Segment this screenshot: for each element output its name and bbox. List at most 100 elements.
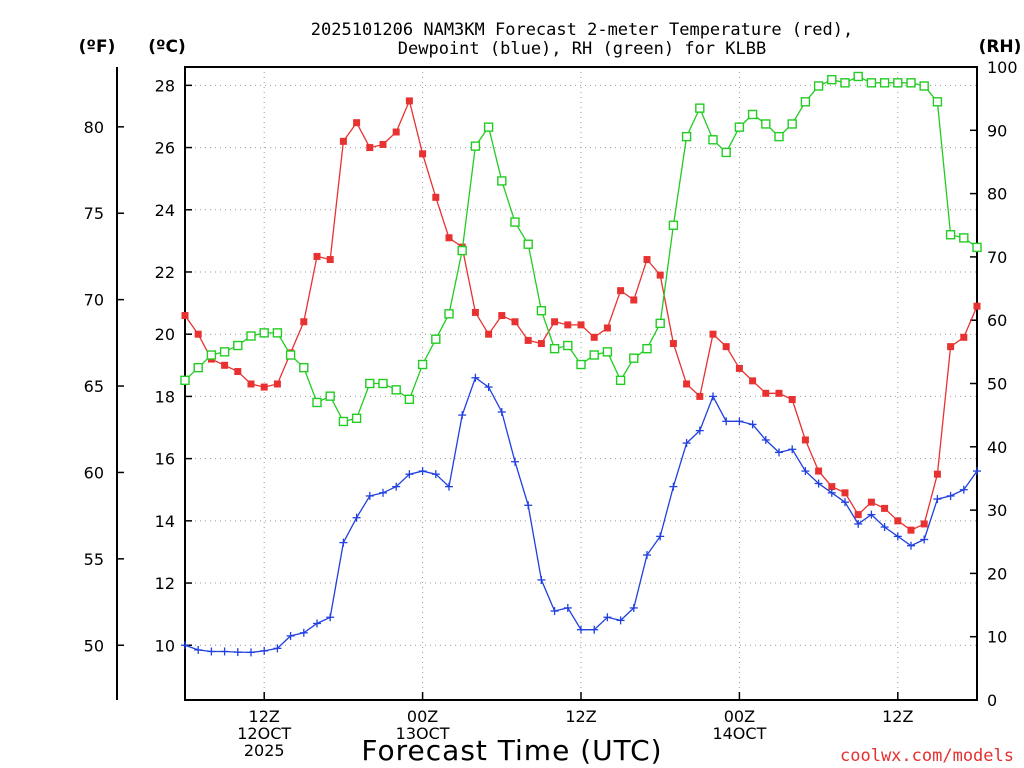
rh-point bbox=[576, 359, 586, 370]
temperature-point bbox=[947, 343, 955, 351]
dewpoint-point bbox=[801, 467, 810, 476]
rh-point bbox=[787, 119, 797, 129]
rh-point bbox=[299, 362, 309, 373]
data-series bbox=[180, 71, 982, 657]
rh-point bbox=[800, 97, 811, 107]
temperature-point bbox=[603, 324, 611, 332]
rh-point bbox=[906, 78, 916, 88]
rh-point bbox=[932, 97, 943, 107]
dewpoint-point bbox=[933, 495, 942, 504]
rh-point bbox=[365, 378, 375, 389]
fahrenheit-tick-label: 60 bbox=[84, 463, 104, 482]
temperature-point bbox=[762, 389, 770, 397]
temperature-point bbox=[353, 119, 361, 127]
rh-point bbox=[813, 81, 824, 91]
dewpoint-point bbox=[352, 513, 361, 522]
dewpoint-point bbox=[458, 411, 467, 420]
x-tick-label: 00Z bbox=[724, 707, 755, 726]
temperature-point bbox=[313, 252, 321, 260]
temperature-point bbox=[366, 144, 374, 152]
rh-point bbox=[378, 378, 388, 389]
rh-tick-label: 0 bbox=[987, 691, 997, 710]
dewpoint-point bbox=[788, 445, 797, 454]
celsius-tick-label: 12 bbox=[155, 574, 175, 593]
rh-point bbox=[853, 71, 863, 82]
rh-point bbox=[285, 350, 296, 360]
fahrenheit-tick-label: 55 bbox=[84, 550, 104, 569]
temperature-point bbox=[841, 489, 849, 497]
dewpoint-point bbox=[616, 616, 625, 625]
dewpoint-point bbox=[880, 523, 889, 532]
temperature-point bbox=[181, 312, 189, 320]
rh-point bbox=[193, 362, 203, 373]
dewpoint-point bbox=[339, 538, 348, 547]
temperature-point bbox=[709, 330, 717, 338]
rh-tick-label: 50 bbox=[987, 375, 1007, 394]
fahrenheit-tick-label: 80 bbox=[84, 118, 104, 137]
rh-point bbox=[219, 347, 230, 357]
rh-point bbox=[615, 375, 626, 386]
temperature-point bbox=[471, 308, 479, 316]
dewpoint-point bbox=[973, 467, 981, 476]
temperature-point bbox=[907, 526, 915, 534]
rh-tick-label: 70 bbox=[987, 248, 1007, 267]
dewpoint-point bbox=[761, 435, 770, 444]
rh-point bbox=[483, 122, 494, 132]
temperature-point bbox=[339, 137, 347, 145]
dewpoint-point bbox=[629, 603, 638, 612]
temperature-point bbox=[630, 296, 638, 304]
x-tick-label: 12Z bbox=[882, 707, 913, 726]
rh-point bbox=[549, 343, 560, 354]
temperature-point bbox=[960, 333, 968, 341]
temperature-point bbox=[419, 150, 427, 158]
dewpoint-point bbox=[854, 519, 863, 528]
celsius-tick-label: 20 bbox=[155, 325, 175, 344]
rh-point bbox=[246, 331, 256, 341]
dewpoint-point bbox=[603, 613, 612, 622]
temperature-point bbox=[788, 396, 796, 404]
dewpoint-point bbox=[445, 482, 453, 491]
temperature-point bbox=[379, 140, 387, 148]
rh-point bbox=[919, 81, 929, 91]
dewpoint-point bbox=[735, 417, 744, 426]
dewpoint-point bbox=[893, 532, 902, 541]
temperature-point bbox=[537, 340, 545, 348]
fahrenheit-tick-label: 75 bbox=[84, 204, 104, 223]
temperature-point bbox=[194, 330, 202, 338]
rh-point bbox=[642, 343, 652, 354]
temperature-point bbox=[696, 392, 704, 400]
x-tick-label: 12OCT bbox=[237, 724, 291, 743]
rh-point bbox=[536, 306, 547, 316]
dewpoint-point bbox=[471, 373, 480, 382]
rh-point bbox=[444, 309, 454, 319]
temperature-point bbox=[867, 498, 875, 506]
fahrenheit-tick-label: 65 bbox=[84, 377, 104, 396]
celsius-tick-label: 16 bbox=[155, 450, 175, 469]
dewpoint-point bbox=[194, 645, 203, 654]
rh-point bbox=[233, 340, 243, 351]
temperature-point bbox=[432, 193, 440, 201]
rh-point bbox=[457, 245, 467, 256]
rh-point bbox=[312, 397, 322, 408]
rh-point bbox=[668, 220, 679, 230]
rh-point bbox=[972, 242, 982, 253]
rh-point bbox=[774, 131, 784, 142]
temperature-point bbox=[524, 336, 532, 344]
rh-tick-label: 40 bbox=[987, 438, 1007, 457]
temperature-point bbox=[234, 368, 242, 376]
temperature-point bbox=[392, 128, 400, 136]
fahrenheit-tick-label: 50 bbox=[84, 636, 104, 655]
temperature-point bbox=[326, 256, 334, 264]
rh-point bbox=[563, 340, 573, 351]
rh-point bbox=[272, 328, 283, 338]
rh-point bbox=[351, 413, 362, 424]
temperature-point bbox=[854, 511, 862, 519]
temperature-point bbox=[405, 97, 413, 105]
dewpoint-point bbox=[511, 457, 519, 466]
temperature-point bbox=[564, 321, 572, 329]
dewpoint-point bbox=[273, 644, 282, 653]
x-tick-label: 00Z bbox=[407, 707, 438, 726]
dewpoint-point bbox=[484, 383, 493, 392]
x-tick-label: 2025 bbox=[244, 741, 285, 760]
